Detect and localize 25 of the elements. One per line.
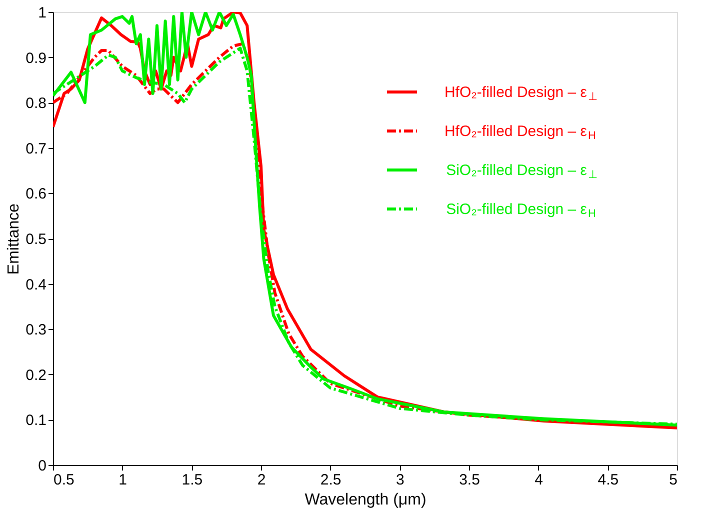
y-tick-label: 1 [38,4,46,22]
legend-label: HfO₂-filled Design – ε⊥ [444,84,598,103]
x-tick-label: 4 [534,472,544,488]
y-tick-label: 0.2 [26,366,46,384]
x-tick-label: 2 [257,472,266,488]
x-tick-label: 3 [396,472,404,488]
y-tick-label: 0.3 [26,322,46,339]
x-tick-label: 3.5 [459,472,480,488]
y-tick-label: 0.1 [26,412,46,430]
legend-label: SiO₂-filled Design – ε⊥ [446,162,598,181]
y-tick-label: 0.8 [26,95,46,112]
y-tick-label: 0 [38,458,46,474]
x-tick-label: 5 [669,472,678,488]
x-tick-label: 1.5 [182,472,203,488]
y-axis-title: Emittance [6,203,23,275]
y-tick-label: 0.9 [26,50,46,67]
x-tick-label: 4.5 [598,472,619,488]
x-axis-title: Wavelength (μm) [304,492,426,508]
x-tick-label: 0.5 [54,472,74,488]
x-tick-label: 1 [118,472,128,488]
y-tick-label: 0.5 [26,231,46,248]
y-tick-label: 0.7 [26,140,46,158]
y-tick-label: 0.4 [26,276,46,294]
x-tick-label: 2.5 [320,472,342,488]
y-tick-label: 0.6 [26,186,46,203]
